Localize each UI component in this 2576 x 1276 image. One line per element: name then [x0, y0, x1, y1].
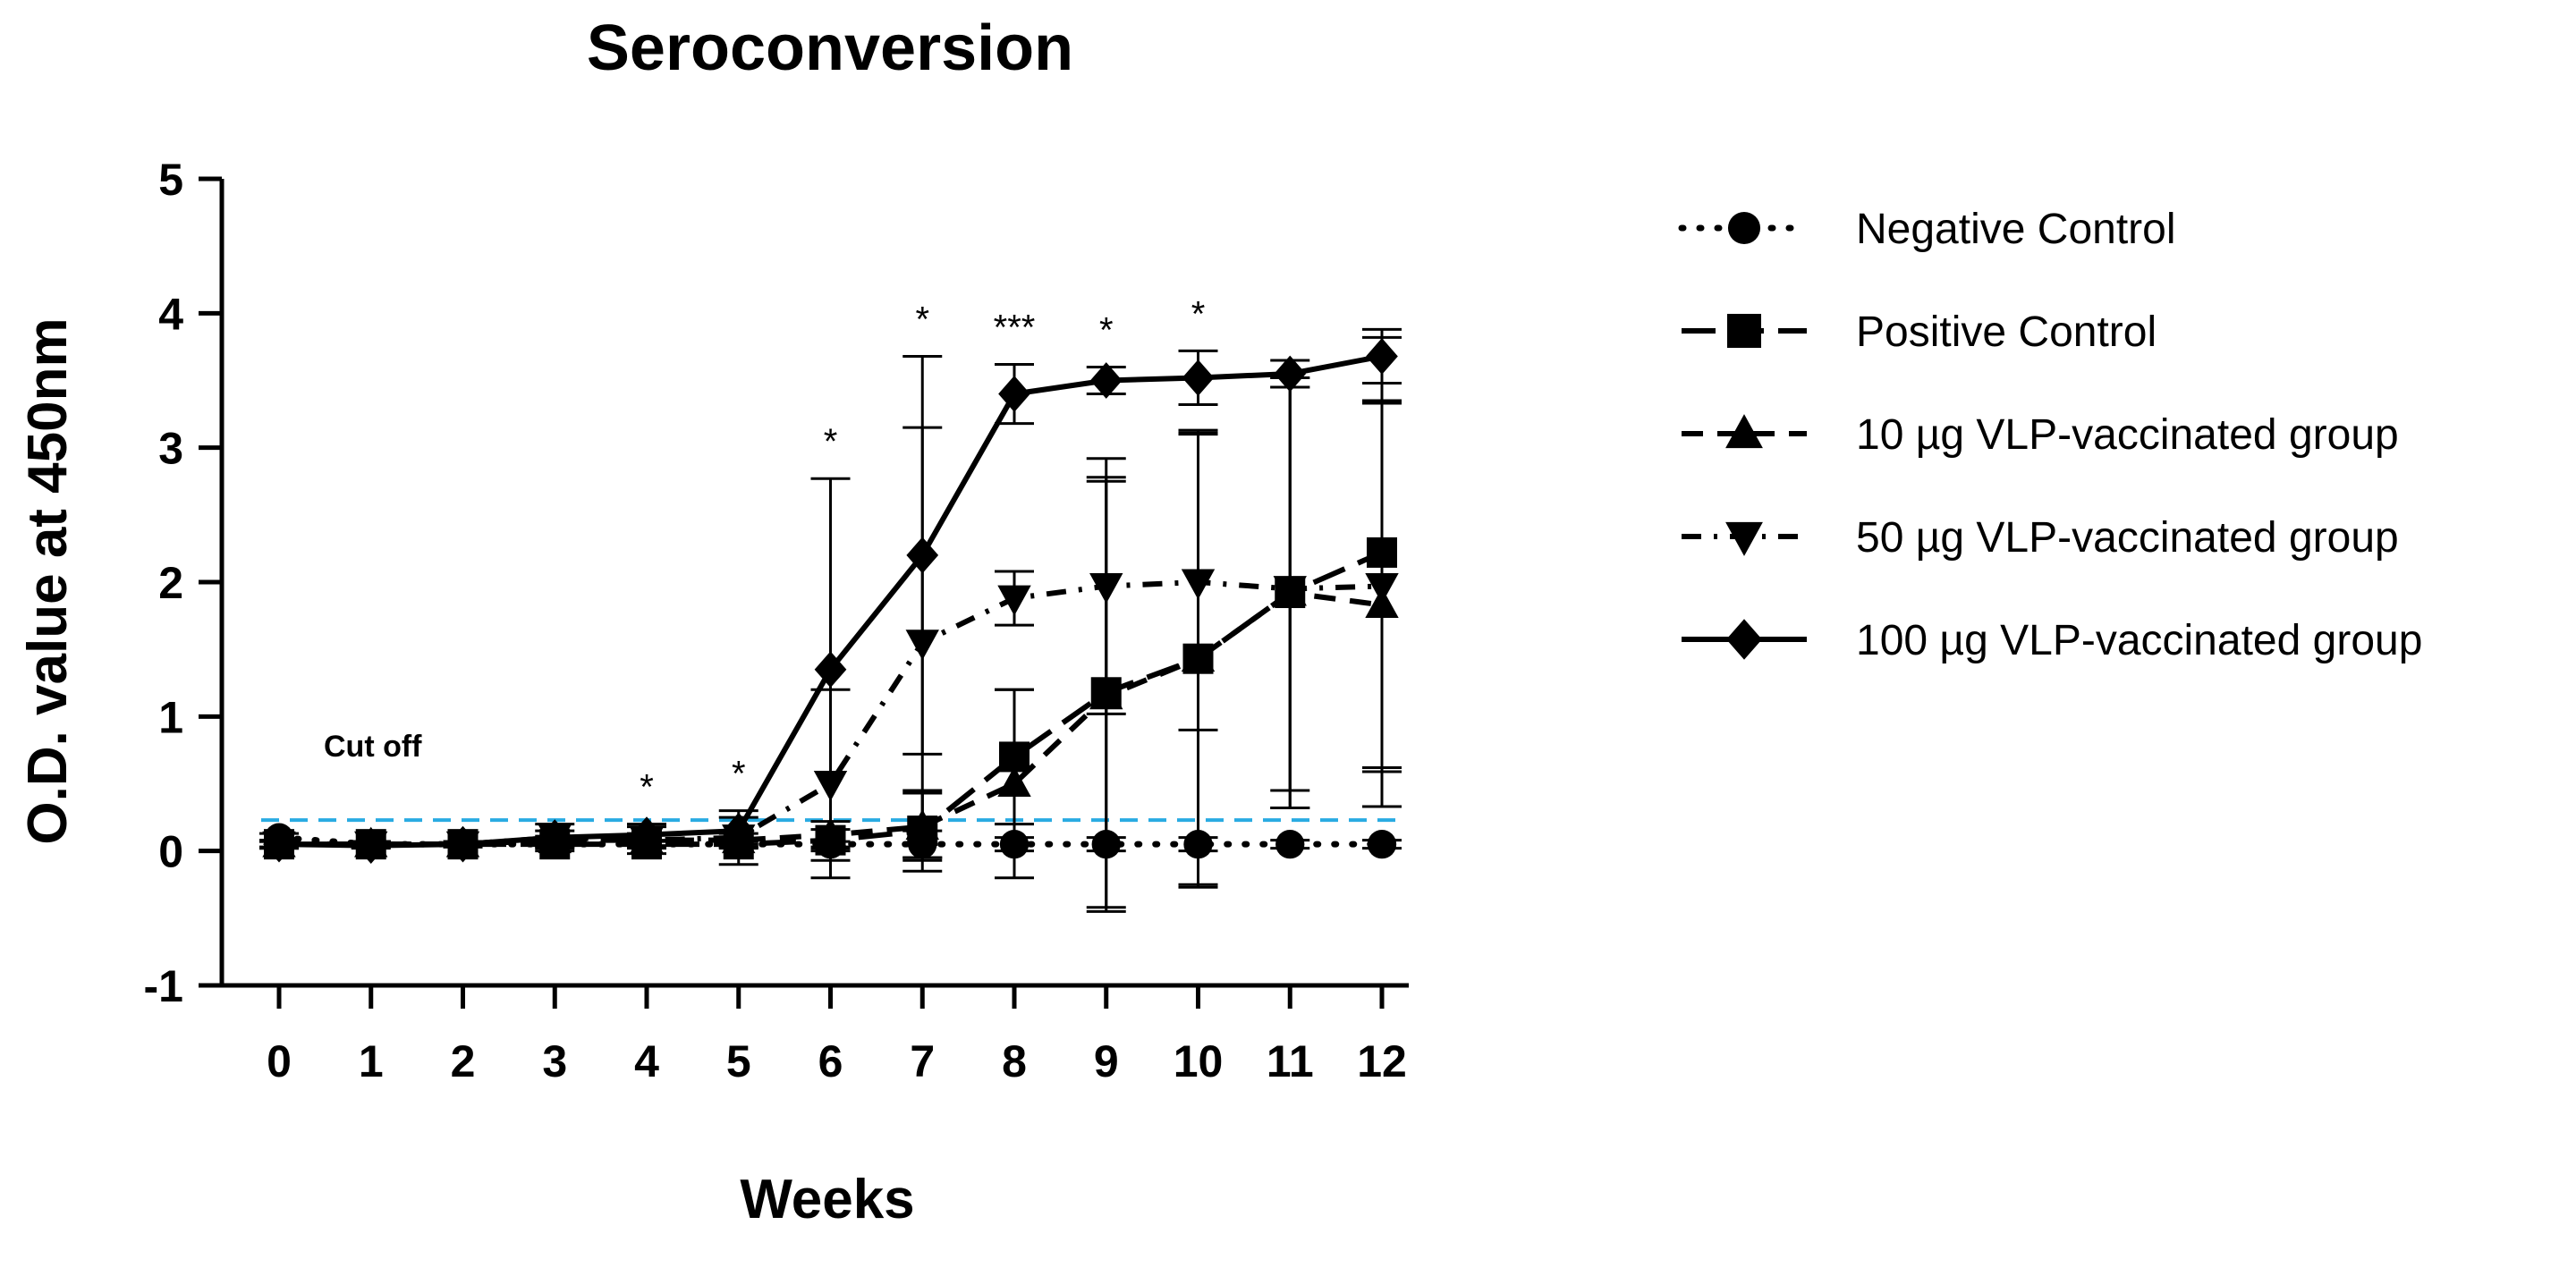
- legend-item: 10 µg VLP-vaccinated group: [1682, 411, 2399, 459]
- x-tick-label: 8: [1002, 1036, 1027, 1086]
- significance-label: ***: [994, 308, 1036, 347]
- legend-item: 100 µg VLP-vaccinated group: [1682, 617, 2422, 664]
- data-point: [1365, 573, 1399, 604]
- data-point: [1091, 830, 1121, 859]
- legend-item: Positive Control: [1682, 308, 2157, 356]
- x-tick-label: 9: [1094, 1036, 1119, 1086]
- data-point: [1089, 573, 1123, 604]
- x-axis-label: Weeks: [740, 1169, 914, 1230]
- significance-label: *: [732, 755, 746, 794]
- legend-marker: [1727, 211, 1761, 245]
- x-tick-label: 0: [267, 1036, 292, 1086]
- significance-label: *: [1099, 310, 1114, 350]
- data-point: [999, 830, 1030, 859]
- data-point: [1181, 569, 1216, 600]
- x-tick-label: 4: [634, 1036, 659, 1086]
- legend-label: 50 µg VLP-vaccinated group: [1856, 514, 2399, 562]
- data-point: [1181, 641, 1216, 672]
- data-point: [1367, 830, 1397, 859]
- y-tick-label: 3: [158, 424, 183, 474]
- data-point: [905, 809, 939, 841]
- legend-label: Negative Control: [1856, 206, 2176, 253]
- x-tick-label: 7: [910, 1036, 935, 1086]
- data-point: [1275, 830, 1305, 859]
- data-point: [1089, 362, 1123, 399]
- axes: [219, 179, 1409, 988]
- x-tick-label: 5: [726, 1036, 751, 1086]
- y-tick-label: -1: [144, 961, 183, 1011]
- x-tick-label: 6: [818, 1036, 843, 1086]
- data-point: [354, 827, 387, 865]
- data-point: [538, 819, 572, 857]
- x-tick-label: 3: [542, 1036, 567, 1086]
- data-point: [905, 630, 939, 661]
- x-tick-label: 11: [1267, 1036, 1314, 1086]
- y-tick-label: 2: [158, 558, 183, 608]
- x-tick-label: 1: [359, 1036, 384, 1086]
- data-point: [446, 825, 479, 863]
- legend-label: 100 µg VLP-vaccinated group: [1856, 617, 2422, 664]
- data-point: [1367, 537, 1397, 568]
- y-tick-label: 0: [158, 827, 183, 877]
- data-point: [1273, 576, 1307, 607]
- series-markers: [262, 338, 1399, 865]
- data-point: [722, 812, 755, 849]
- x-tick-label: 2: [451, 1036, 476, 1086]
- data-point: [1182, 359, 1215, 396]
- data-point: [814, 651, 847, 689]
- y-tick-label: 1: [158, 692, 183, 742]
- cutoff-layer: Cut off: [261, 730, 1402, 823]
- data-point: [906, 537, 939, 574]
- data-point: [997, 585, 1031, 616]
- significance-label: *: [915, 300, 929, 339]
- x-tick-label: 12: [1357, 1036, 1407, 1086]
- data-point: [998, 376, 1030, 412]
- data-point: [263, 825, 295, 863]
- y-axis-label: O.D. value at 450nm: [17, 317, 79, 844]
- data-point: [1366, 338, 1398, 375]
- x-tick-label: 10: [1174, 1036, 1224, 1086]
- data-point: [813, 771, 848, 802]
- y-tick-label: 4: [158, 289, 183, 339]
- legend-marker: [1726, 619, 1762, 660]
- chart-title: Seroconversion: [587, 13, 1073, 84]
- legend-label: 10 µg VLP-vaccinated group: [1856, 411, 2399, 459]
- data-point: [1183, 830, 1213, 859]
- data-point: [631, 816, 663, 854]
- data-point: [813, 817, 848, 849]
- y-tick-label: 5: [158, 155, 183, 205]
- legend-label: Positive Control: [1856, 308, 2157, 356]
- significance-label: *: [640, 768, 654, 807]
- data-point: [997, 765, 1031, 797]
- x-ticks: 0 1 2 3 4 5 6 7 8 9 10 11 12: [267, 985, 1407, 1086]
- significance-label: *: [1191, 294, 1206, 334]
- legend: Negative Control Positive Control 10 µg VL…: [1678, 206, 2422, 664]
- data-point: [1089, 679, 1123, 710]
- legend-marker: [1725, 414, 1763, 449]
- cutoff-label: Cut off: [324, 730, 422, 764]
- significance-layer: * *** *** * *: [640, 294, 1205, 807]
- legend-marker: [1727, 314, 1761, 348]
- legend-item: Negative Control: [1678, 206, 2176, 253]
- significance-label: *: [824, 422, 838, 461]
- data-point: [1274, 355, 1307, 393]
- legend-item: 50 µg VLP-vaccinated group: [1682, 514, 2399, 562]
- legend-marker: [1725, 521, 1763, 556]
- y-ticks: -1 0 1 2 3 4 5: [144, 155, 222, 1011]
